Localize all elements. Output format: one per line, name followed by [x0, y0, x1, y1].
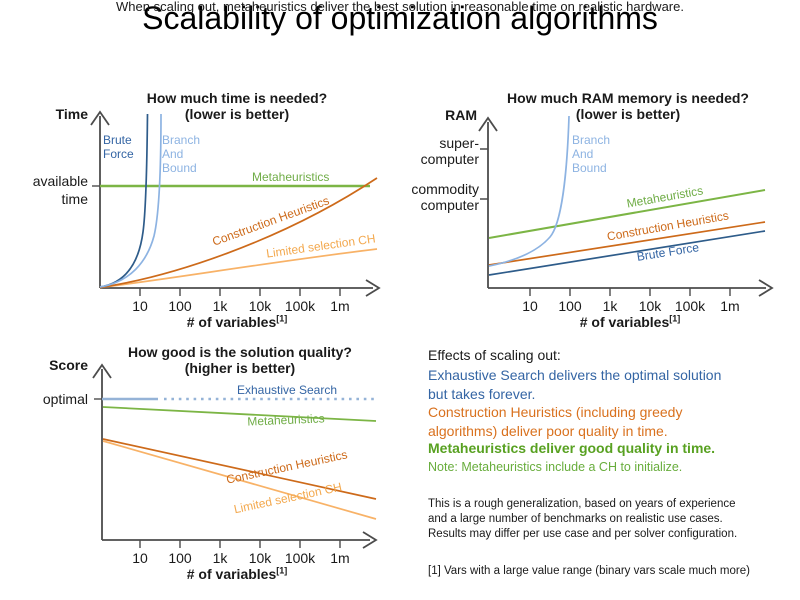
ram-x-axis-arrow-icon [758, 279, 774, 297]
time-chart-curves [99, 113, 378, 289]
x-tick: 1k [602, 298, 618, 314]
x-tick: 1k [212, 298, 228, 314]
ram-x-ticks [529, 288, 731, 296]
score-chart-title: How good is the solution quality? (highe… [128, 344, 352, 376]
score-x-ticks [139, 540, 341, 548]
time-available-time-label: available time [32, 173, 88, 207]
x-tick: 10k [248, 298, 272, 314]
time-x-axis-label: # of variables[1] [137, 314, 337, 330]
score-chart-axes [92, 363, 378, 549]
x-tick: 100 [168, 550, 192, 566]
score-x-axis-label: # of variables[1] [137, 566, 337, 582]
footnote-marker: [1] [276, 565, 288, 576]
x-tick: 1m [720, 298, 740, 314]
time-chart-title: How much time is needed? (lower is bette… [146, 90, 328, 122]
page-title: Scalability of optimization algorithms [142, 0, 658, 36]
x-tick: 100k [284, 550, 316, 566]
x-axis-label-text: # of variables [579, 314, 670, 330]
time-branch-and-bound-line [99, 113, 162, 288]
ram-supercomputer-label: super- computer [420, 135, 479, 167]
score-x-axis-arrow-icon [362, 531, 378, 549]
x-tick: 100k [674, 298, 706, 314]
effects-note-text: Note: Metaheuristics include a CH to ini… [428, 460, 683, 474]
score-metaheuristics-line [102, 406, 377, 422]
x-axis-label-text: # of variables [186, 566, 277, 582]
footnote-marker: [1] [669, 313, 681, 324]
time-x-axis-arrow-icon [365, 279, 381, 297]
ram-branch-and-bound-line [488, 115, 570, 267]
x-tick: 100 [168, 298, 192, 314]
score-exhaustive-search-label: Exhaustive Search [236, 383, 338, 397]
x-tick: 100k [284, 298, 316, 314]
time-chart-axes [90, 110, 381, 297]
disclaimer-text: This is a rough generalization, based on… [428, 498, 738, 540]
time-brute-force-label: Brute Force [103, 133, 134, 161]
ram-y-axis-label: RAM [445, 107, 477, 123]
footnote-marker: [1] [276, 313, 288, 324]
ram-y-ticks [480, 148, 488, 200]
x-tick: 1k [212, 550, 228, 566]
ram-x-axis-label: # of variables[1] [530, 314, 730, 330]
ram-commodity-computer-label: commodity computer [411, 181, 479, 213]
ram-chart-title: How much RAM memory is needed? (lower is… [507, 90, 749, 122]
x-tick: 10k [248, 550, 272, 566]
ram-chart-axes [478, 116, 774, 297]
time-y-axis-arrow-icon [90, 110, 110, 126]
x-axis-label-text: # of variables [186, 314, 277, 330]
score-y-axis-arrow-icon [92, 363, 112, 379]
time-y-axis-label: Time [55, 106, 88, 122]
score-y-axis-label: Score [49, 357, 88, 373]
time-x-ticks [139, 288, 341, 296]
time-brute-force-line [99, 113, 149, 288]
ram-branch-and-bound-label: Branch And Bound [572, 133, 611, 175]
x-tick: 10 [132, 550, 148, 566]
ram-construction-heuristics-line [488, 221, 766, 266]
time-branch-and-bound-label: Branch And Bound [162, 133, 201, 175]
effects-heading: Effects of scaling out: [428, 347, 561, 363]
x-tick: 10 [132, 298, 148, 314]
ram-y-axis-arrow-icon [478, 116, 498, 132]
effects-metaheuristics-text: Metaheuristics deliver good quality in t… [428, 440, 716, 456]
time-limited-selection-ch-line [99, 248, 378, 289]
effects-construction-heuristics-text: Construction Heuristics (including greed… [428, 404, 683, 439]
effects-exhaustive-search-text: Exhaustive Search delivers the optimal s… [428, 367, 722, 402]
page-subtitle: When scaling out, metaheuristics deliver… [116, 0, 684, 14]
x-tick: 10k [638, 298, 662, 314]
x-tick: 1m [330, 550, 350, 566]
ram-brute-force-line [488, 230, 766, 276]
footnote-text: [1] Vars with a large value range (binar… [428, 565, 750, 577]
score-construction-heuristics-line [102, 438, 377, 500]
score-limited-selection-ch-line [102, 440, 377, 520]
x-tick: 100 [558, 298, 582, 314]
score-optimal-label: optimal [42, 391, 88, 407]
ram-metaheuristics-line [488, 189, 766, 239]
time-construction-heuristics-line [99, 177, 378, 289]
score-chart-curves [102, 397, 377, 520]
time-metaheuristics-label: Metaheuristics [252, 170, 330, 184]
x-tick: 1m [330, 298, 350, 314]
ram-chart-curves [488, 115, 766, 276]
x-tick: 10 [522, 298, 538, 314]
